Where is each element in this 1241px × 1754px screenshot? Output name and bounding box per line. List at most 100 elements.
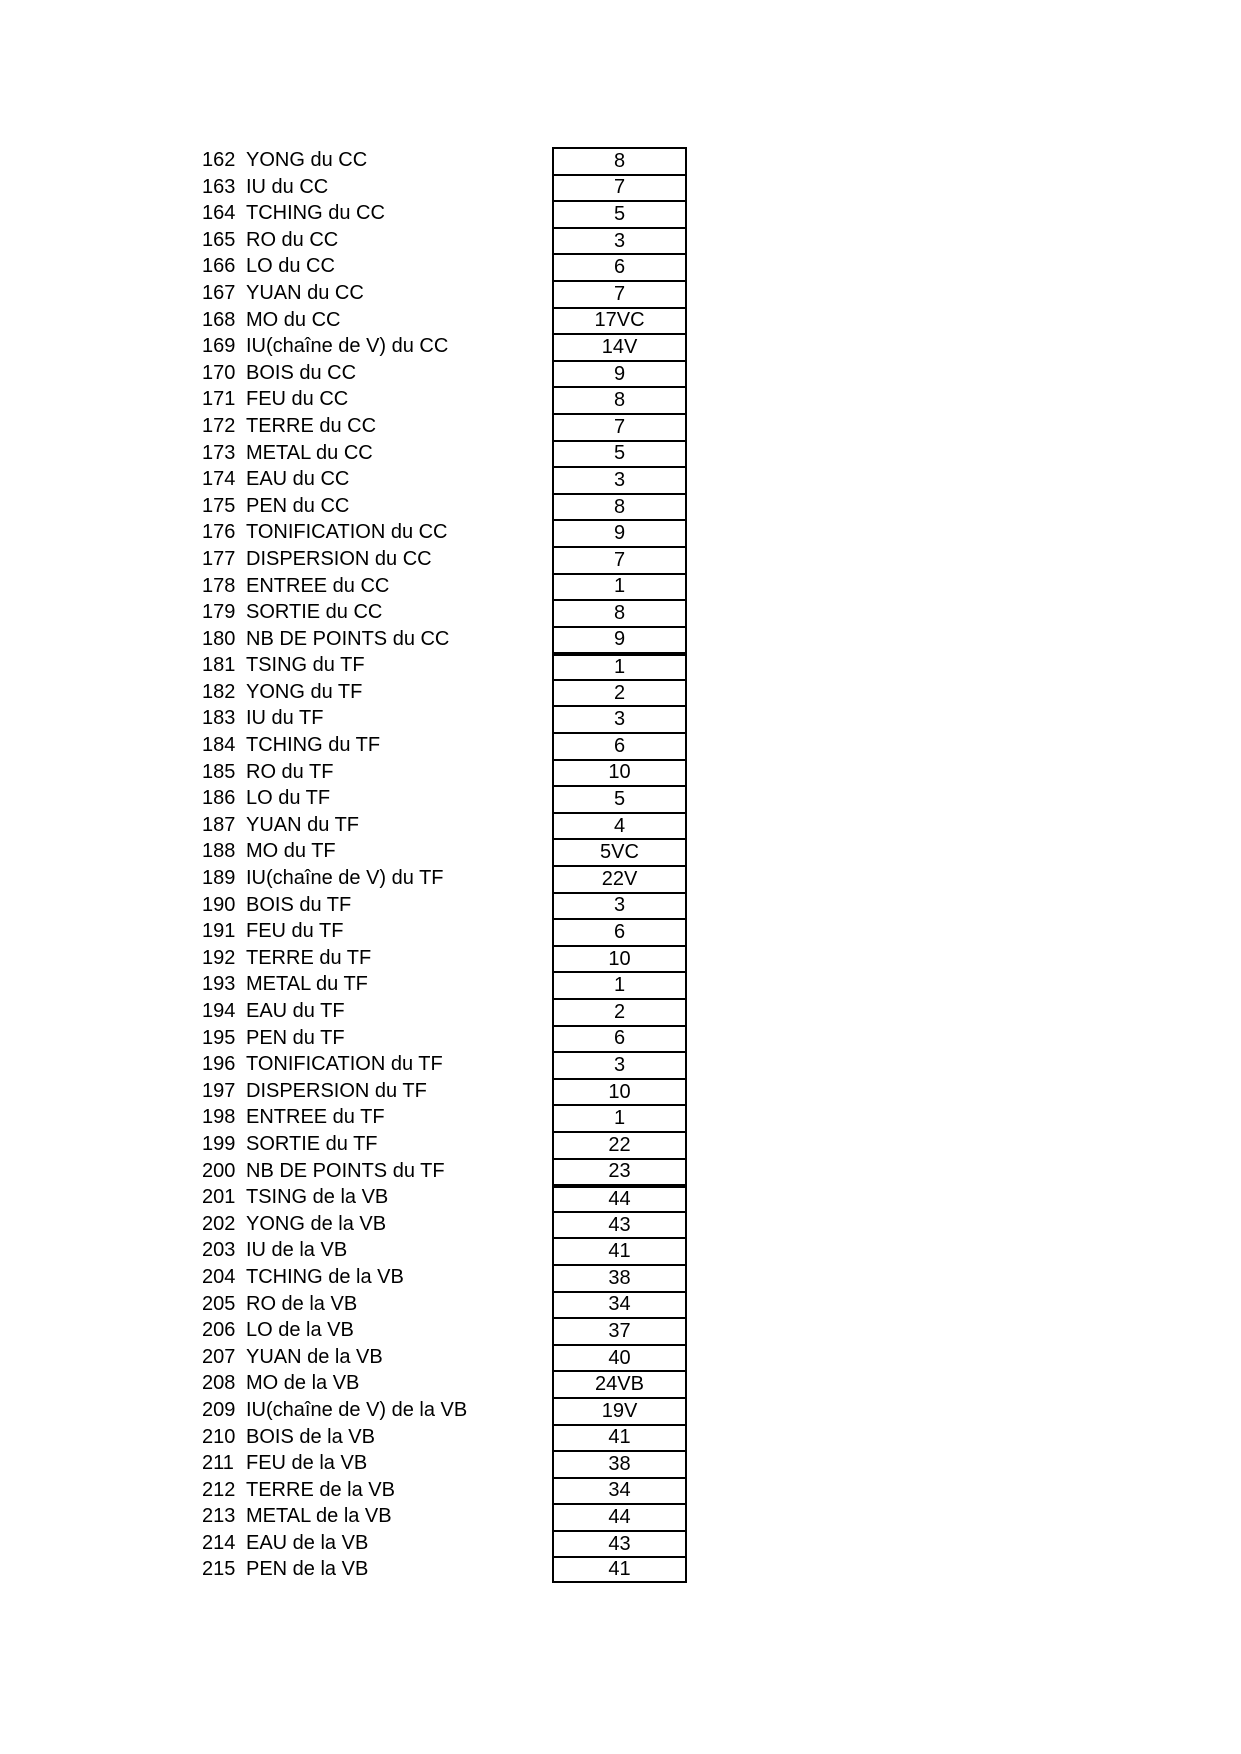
table-row: 162 YONG du CC 8 bbox=[0, 147, 1241, 174]
row-label: PEN du CC bbox=[246, 494, 350, 517]
table-row: 205 RO de la VB 34 bbox=[0, 1290, 1241, 1318]
row-number: 174 bbox=[202, 468, 236, 491]
row-value-cell: 8 bbox=[552, 147, 687, 174]
row-label: BOIS du TF bbox=[246, 893, 352, 916]
row-number: 182 bbox=[202, 680, 236, 703]
row-label: EAU du CC bbox=[246, 468, 350, 491]
table-row: 197 DISPERSION du TF 10 bbox=[0, 1077, 1241, 1105]
row-label: MO du CC bbox=[246, 308, 341, 331]
row-value-cell: 6 bbox=[552, 253, 687, 280]
row-value-cell: 3 bbox=[552, 466, 687, 493]
row-value-cell: 7 bbox=[552, 279, 687, 307]
row-value-cell: 22V bbox=[552, 865, 687, 892]
row-number: 199 bbox=[202, 1132, 236, 1155]
table-row: 166 LO du CC 6 bbox=[0, 253, 1241, 280]
row-number: 210 bbox=[202, 1425, 236, 1448]
row-number: 175 bbox=[202, 494, 236, 517]
row-value-cell: 8 bbox=[552, 599, 687, 626]
row-label: DISPERSION du TF bbox=[246, 1079, 427, 1102]
row-value-cell: 41 bbox=[552, 1423, 687, 1451]
row-label: EAU du TF bbox=[246, 1000, 345, 1022]
table-row: 165 RO du CC 3 bbox=[0, 226, 1241, 254]
row-number: 183 bbox=[202, 707, 236, 730]
row-number: 201 bbox=[202, 1186, 236, 1209]
row-number: 195 bbox=[202, 1026, 236, 1049]
row-value-cell: 10 bbox=[552, 1077, 687, 1105]
table-row: 208 MO de la VB 24VB bbox=[0, 1370, 1241, 1397]
table-row: 199 SORTIE du TF 22 bbox=[0, 1130, 1241, 1158]
row-number: 164 bbox=[202, 202, 236, 225]
row-value-cell: 6 bbox=[552, 732, 687, 759]
row-value-cell: 43 bbox=[552, 1210, 687, 1238]
table-row: 164 TCHING du CC 5 bbox=[0, 200, 1241, 227]
table-row: 189 IU(chaîne de V) du TF 22V bbox=[0, 865, 1241, 892]
table-row: 178 ENTREE du CC 1 bbox=[0, 572, 1241, 600]
row-number: 189 bbox=[202, 867, 236, 890]
table-row: 214 EAU de la VB 43 bbox=[0, 1529, 1241, 1557]
row-value-cell: 24VB bbox=[552, 1370, 687, 1397]
table-row: 192 TERRE du TF 10 bbox=[0, 944, 1241, 972]
row-value-cell: 44 bbox=[552, 1503, 687, 1530]
row-number: 212 bbox=[202, 1478, 236, 1501]
row-value-cell: 9 bbox=[552, 359, 687, 387]
row-label: IU du CC bbox=[246, 175, 329, 198]
row-number: 196 bbox=[202, 1053, 236, 1076]
row-number: 190 bbox=[202, 893, 236, 916]
table-row: 182 YONG du TF 2 bbox=[0, 678, 1241, 706]
row-label: IU(chaîne de V) du TF bbox=[246, 867, 444, 890]
table-row: 174 EAU du CC 3 bbox=[0, 466, 1241, 493]
table-row: 196 TONIFICATION du TF 3 bbox=[0, 1051, 1241, 1078]
row-number: 203 bbox=[202, 1239, 236, 1262]
table-row: 187 YUAN du TF 4 bbox=[0, 811, 1241, 839]
row-value-cell: 5VC bbox=[552, 838, 687, 866]
row-value-cell: 17VC bbox=[552, 306, 687, 334]
row-value-cell: 9 bbox=[552, 625, 687, 653]
row-label: IU de la VB bbox=[246, 1239, 348, 1262]
row-label: PEN de la VB bbox=[246, 1558, 369, 1581]
table-row: 180 NB DE POINTS du CC 9 bbox=[0, 625, 1241, 653]
row-number: 163 bbox=[202, 175, 236, 198]
row-value-cell: 6 bbox=[552, 1024, 687, 1052]
table-row: 210 BOIS de la VB 41 bbox=[0, 1423, 1241, 1451]
row-value-cell: 4 bbox=[552, 811, 687, 839]
row-label: TSING de la VB bbox=[246, 1186, 389, 1209]
row-label: LO du CC bbox=[246, 255, 335, 278]
table-row: 213 METAL de la VB 44 bbox=[0, 1503, 1241, 1530]
row-number: 206 bbox=[202, 1319, 236, 1342]
row-number: 187 bbox=[202, 813, 236, 836]
row-number: 200 bbox=[202, 1159, 236, 1182]
row-label: ENTREE du TF bbox=[246, 1106, 385, 1129]
row-label: IU du TF bbox=[246, 707, 324, 730]
row-number: 178 bbox=[202, 574, 236, 597]
row-number: 167 bbox=[202, 281, 236, 304]
table-row: 186 LO du TF 5 bbox=[0, 785, 1241, 812]
row-label: TCHING du CC bbox=[246, 202, 385, 225]
row-number: 202 bbox=[202, 1212, 236, 1235]
table-row: 169 IU(chaîne de V) du CC 14V bbox=[0, 333, 1241, 360]
row-number: 169 bbox=[202, 335, 236, 358]
table-row: 209 IU(chaîne de V) de la VB 19V bbox=[0, 1396, 1241, 1424]
row-number: 215 bbox=[202, 1558, 236, 1581]
row-value-cell: 10 bbox=[552, 758, 687, 786]
points-table: 162 YONG du CC 8 163 IU du CC 7 164 TCHI… bbox=[0, 147, 1241, 1584]
table-row: 190 BOIS du TF 3 bbox=[0, 891, 1241, 919]
row-label: TCHING de la VB bbox=[246, 1265, 404, 1288]
table-row: 215 PEN de la VB 41 bbox=[0, 1556, 1241, 1584]
row-number: 180 bbox=[202, 627, 236, 650]
table-row: 211 FEU de la VB 38 bbox=[0, 1450, 1241, 1477]
row-number: 172 bbox=[202, 414, 236, 437]
table-row: 200 NB DE POINTS du TF 23 bbox=[0, 1157, 1241, 1185]
table-row: 168 MO du CC 17VC bbox=[0, 306, 1241, 334]
row-value-cell: 3 bbox=[552, 891, 687, 919]
row-number: 171 bbox=[202, 388, 236, 411]
row-value-cell: 5 bbox=[552, 200, 687, 227]
row-number: 165 bbox=[202, 228, 236, 251]
row-value-cell: 5 bbox=[552, 785, 687, 812]
row-value-cell: 40 bbox=[552, 1343, 687, 1371]
table-row: 167 YUAN du CC 7 bbox=[0, 279, 1241, 307]
table-row: 177 DISPERSION du CC 7 bbox=[0, 545, 1241, 573]
row-label: RO du TF bbox=[246, 760, 334, 783]
row-value-cell: 6 bbox=[552, 918, 687, 945]
row-value-cell: 3 bbox=[552, 1051, 687, 1078]
